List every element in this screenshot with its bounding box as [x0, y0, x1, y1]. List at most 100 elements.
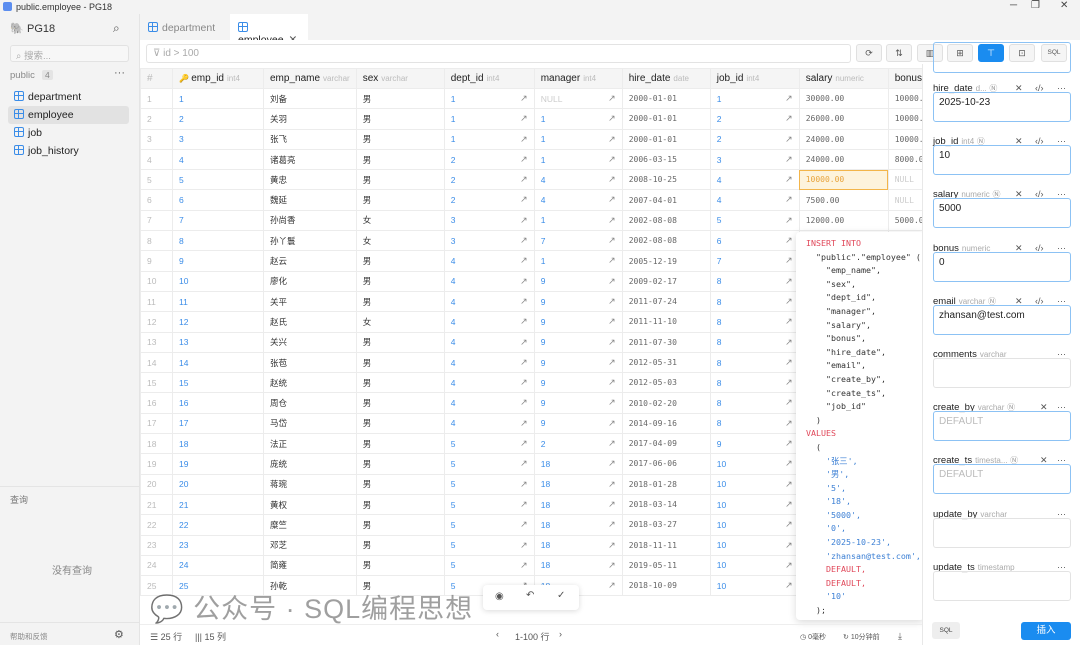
cell-sex[interactable]: 男	[355, 554, 445, 577]
table-row[interactable]: 3 3 张飞男 1 ↗ 1 ↗ 2000-01-01 2 ↗ 24000.00 10000.00	[140, 128, 961, 150]
cell-salary[interactable]: 24000.00	[798, 148, 889, 171]
sidebar-item-employee[interactable]: employee	[8, 106, 129, 124]
foreign-key-link-icon[interactable]: ↗	[785, 93, 793, 103]
help-feedback-link[interactable]: 帮助和反馈	[10, 632, 48, 641]
cell-emp-id[interactable]: 13	[172, 331, 264, 353]
sql-button[interactable]: SQL	[1041, 44, 1067, 62]
foreign-key-link-icon[interactable]: ↗	[608, 113, 616, 124]
field-input-job-id[interactable]: 10	[933, 145, 1071, 176]
cell-dept-id[interactable]: 5↗	[443, 534, 535, 556]
cell-emp-id[interactable]: 2	[172, 108, 264, 130]
cell-emp-name[interactable]: 糜竺	[263, 514, 357, 536]
foreign-key-link-icon[interactable]: ↗	[608, 519, 616, 530]
cell-manager[interactable]: 18 ↗	[533, 554, 623, 577]
foreign-key-link-icon[interactable]: ↗	[520, 194, 528, 205]
cell-salary[interactable]: 30000.00	[798, 87, 889, 110]
field-input-email[interactable]: zhansan@test.com	[933, 304, 1071, 335]
clear-field-icon[interactable]: ✕	[1015, 242, 1023, 253]
clear-field-icon[interactable]: ✕	[1015, 295, 1023, 306]
cell-job-id[interactable]: 8 ↗	[709, 372, 800, 394]
cell-sex[interactable]: 男	[355, 331, 445, 353]
table-row[interactable]: 20 20 蒋琬男 5 ↗ 18 ↗ 2018-01-28 10 ↗	[140, 473, 961, 495]
foreign-key-link-icon[interactable]: ↗	[608, 417, 616, 428]
cell-job-id[interactable]: 2 ↗	[709, 108, 800, 130]
column-header-hire-date[interactable]: hire_date date	[621, 68, 711, 89]
foreign-key-link-icon[interactable]: ↗	[608, 255, 616, 266]
clear-field-icon[interactable]: ✕	[1015, 136, 1023, 147]
cell-emp-id[interactable]: 14	[172, 351, 264, 374]
schema-label[interactable]: public	[10, 70, 35, 81]
cell-emp-id[interactable]: 22	[172, 514, 264, 536]
cell-dept-id[interactable]: 4 ↗	[443, 412, 535, 435]
foreign-key-link-icon[interactable]: ↗	[608, 336, 616, 347]
field-more-icon[interactable]: ···	[1057, 136, 1066, 147]
search-icon[interactable]: ⌕	[113, 21, 120, 35]
cell-hire-date[interactable]: 2012-05-03	[621, 372, 711, 394]
cell-emp-id[interactable]: 17	[172, 412, 264, 435]
filter-input[interactable]: ⊽ id > 100	[146, 44, 851, 63]
cell-emp-name[interactable]: 刘备	[263, 87, 357, 110]
foreign-key-link-icon[interactable]: ↗	[520, 113, 528, 124]
cell-dept-id[interactable]: 4 ↗	[443, 331, 535, 353]
cell-emp-name[interactable]: 庞统	[263, 453, 357, 475]
cell-job-id[interactable]: 6 ↗	[709, 230, 800, 252]
foreign-key-link-icon[interactable]: ↗	[520, 235, 528, 246]
foreign-key-link-icon[interactable]: ↗	[608, 498, 616, 509]
cell-emp-id[interactable]: 12	[172, 311, 264, 333]
cell-hire-date[interactable]: 2011-07-30	[621, 331, 711, 353]
cell-dept-id[interactable]: 2 ↗	[443, 169, 535, 191]
column-header-emp-name[interactable]: emp_name varchar	[263, 68, 357, 89]
cell-job-id[interactable]: 8 ↗	[709, 351, 800, 374]
cell-emp-name[interactable]: 周仓	[263, 392, 357, 414]
field-input-update-by[interactable]	[933, 517, 1071, 548]
foreign-key-link-icon[interactable]: ↗	[608, 397, 616, 408]
tab-employee[interactable]: employee✕	[230, 14, 308, 46]
cell-dept-id[interactable]: 1 ↗	[443, 128, 535, 150]
cell-dept-id[interactable]: 5↗	[443, 514, 535, 536]
cell-job-id[interactable]: 10 ↗	[709, 493, 800, 516]
cell-emp-id[interactable]: 24	[172, 554, 264, 577]
cell-emp-id[interactable]: 16	[172, 392, 264, 414]
foreign-key-link-icon[interactable]: ↗	[520, 458, 528, 469]
cell-sex[interactable]: 男	[355, 189, 445, 211]
foreign-key-link-icon[interactable]: ↗	[520, 295, 528, 306]
cell-emp-name[interactable]: 黄忠	[263, 169, 357, 191]
foreign-key-link-icon[interactable]: ↗	[520, 255, 528, 266]
cell-sex[interactable]: 男	[355, 372, 445, 394]
foreign-key-link-icon[interactable]: ↗	[608, 539, 616, 550]
cell-salary[interactable]: 7500.00	[798, 189, 889, 211]
field-more-icon[interactable]: ···	[1057, 83, 1066, 93]
foreign-key-link-icon[interactable]: ↗	[520, 336, 528, 347]
cell-manager[interactable]: 9 ↗	[533, 372, 623, 394]
foreign-key-link-icon[interactable]: ↗	[785, 539, 793, 550]
cell-manager[interactable]: NULL ↗	[533, 87, 623, 110]
foreign-key-link-icon[interactable]: ↗	[520, 519, 528, 530]
foreign-key-link-icon[interactable]: ↗	[520, 478, 528, 489]
foreign-key-link-icon[interactable]: ↗	[520, 174, 528, 185]
cell-job-id[interactable]: 10 ↗	[709, 514, 800, 536]
cell-emp-id[interactable]: 9	[172, 250, 264, 272]
foreign-key-link-icon[interactable]: ↗	[785, 356, 793, 367]
foreign-key-link-icon[interactable]: ↗	[608, 478, 616, 489]
foreign-key-link-icon[interactable]: ↗	[608, 316, 616, 327]
foreign-key-link-icon[interactable]: ↗	[608, 295, 616, 306]
foreign-key-link-icon[interactable]: ↗	[608, 93, 616, 103]
cell-manager[interactable]: 1 ↗	[533, 250, 623, 272]
cell-emp-name[interactable]: 张飞	[263, 128, 357, 150]
cell-hire-date[interactable]: 2008-10-25	[621, 169, 711, 191]
cell-job-id[interactable]: 2 ↗	[709, 128, 800, 150]
foreign-key-link-icon[interactable]: ↗	[520, 214, 528, 225]
field-input-update-ts[interactable]	[933, 570, 1071, 601]
cell-hire-date[interactable]: 2005-12-19	[621, 250, 711, 272]
field-more-icon[interactable]: ···	[1057, 508, 1066, 519]
cell-job-id[interactable]: 8 ↗	[709, 290, 800, 313]
code-expression-icon[interactable]: ‹/›	[1035, 295, 1044, 306]
foreign-key-link-icon[interactable]: ↗	[785, 275, 793, 286]
cell-hire-date[interactable]: 2012-05-31	[621, 351, 711, 374]
refresh-button[interactable]: ⟳	[856, 44, 882, 62]
cell-manager[interactable]: 2 ↗	[533, 433, 623, 455]
cell-sex[interactable]: 男	[355, 128, 445, 150]
code-expression-icon[interactable]: ‹/›	[1035, 83, 1044, 93]
cell-job-id[interactable]: 8 ↗	[709, 311, 800, 333]
foreign-key-link-icon[interactable]: ↗	[785, 559, 793, 570]
